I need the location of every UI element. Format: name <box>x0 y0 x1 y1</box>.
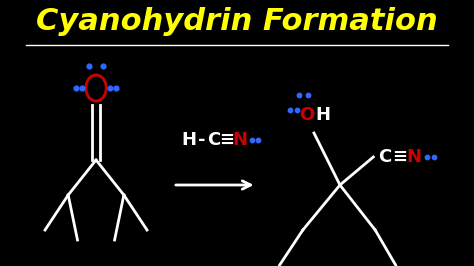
Text: -: - <box>198 131 206 149</box>
Text: O: O <box>299 106 314 124</box>
Text: ≡: ≡ <box>392 148 407 166</box>
Point <box>100 64 107 68</box>
Text: C: C <box>207 131 220 149</box>
Point <box>423 155 431 159</box>
Point <box>295 93 303 97</box>
Point <box>255 138 262 142</box>
Text: Cyanohydrin Formation: Cyanohydrin Formation <box>36 7 438 36</box>
Point <box>430 155 438 159</box>
Point <box>286 108 294 112</box>
Text: N: N <box>407 148 422 166</box>
Point <box>85 64 92 68</box>
Text: H: H <box>181 131 196 149</box>
Point <box>106 86 114 90</box>
Text: N: N <box>232 131 247 149</box>
Point <box>248 138 255 142</box>
Text: ≡: ≡ <box>219 131 234 149</box>
Point <box>113 86 120 90</box>
Text: H: H <box>316 106 331 124</box>
Point <box>293 108 301 112</box>
Text: C: C <box>378 148 391 166</box>
Point <box>305 93 312 97</box>
Point <box>72 86 80 90</box>
Point <box>78 86 86 90</box>
